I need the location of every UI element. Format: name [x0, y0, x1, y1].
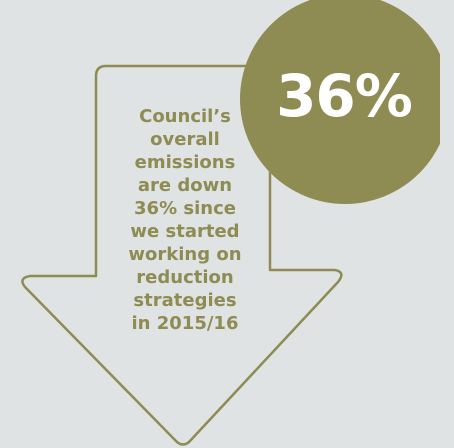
- percentage-badge: 36%: [240, 0, 440, 215]
- message-line: 36% since: [134, 198, 236, 219]
- emissions-message: Council’s overall emissions are down 36%…: [110, 105, 260, 335]
- message-line: strategies: [133, 290, 237, 311]
- message-line: we started: [130, 221, 240, 242]
- message-line: emissions: [134, 152, 236, 173]
- message-line: reduction: [136, 267, 234, 288]
- message-line: working on: [128, 244, 242, 265]
- message-line: are down: [137, 175, 233, 196]
- badge-circle: [240, 0, 440, 204]
- message-line: Council’s: [139, 106, 231, 127]
- message-line: overall: [150, 129, 220, 150]
- message-line: in 2015/16: [131, 313, 239, 334]
- badge-value: 36%: [276, 62, 413, 130]
